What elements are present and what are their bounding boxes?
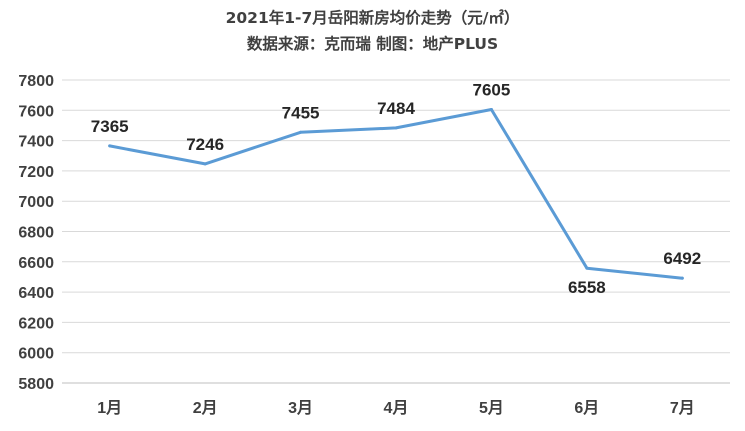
data-point [203,162,207,166]
data-point [680,276,684,280]
x-tick-label: 2月 [193,399,218,417]
data-point [585,266,589,270]
y-tick-label: 7600 [18,103,54,120]
data-label: 6492 [663,249,701,268]
y-tick-label: 7200 [18,164,54,181]
data-label: 7365 [91,117,129,136]
x-tick-label: 6月 [574,399,599,417]
x-tick-label: 5月 [479,399,504,417]
x-tick-label: 1月 [97,399,122,417]
data-label: 7246 [186,135,224,154]
data-label: 6558 [568,278,606,297]
x-tick-label: 3月 [288,399,313,417]
data-point [108,144,112,148]
data-point [299,130,303,134]
y-tick-label: 6800 [18,225,54,242]
y-tick-label: 6600 [18,255,54,272]
y-tick-label: 5800 [18,376,54,393]
chart-title: 2021年1-7月岳阳新房均价走势（元/㎡） [225,9,520,27]
y-tick-label: 6200 [18,315,54,332]
data-label: 7605 [473,81,511,100]
y-tick-label: 7800 [18,73,54,90]
y-tick-label: 7400 [18,134,54,151]
data-label: 7455 [282,103,320,122]
y-tick-label: 6400 [18,285,54,302]
y-tick-label: 6000 [18,346,54,363]
data-point [489,108,493,112]
chart-subtitle: 数据来源：克而瑞 制图：地产PLUS [246,35,499,53]
x-tick-label: 7月 [670,399,695,417]
data-point [394,126,398,130]
data-label: 7484 [377,99,415,118]
x-tick-label: 4月 [384,399,409,417]
y-tick-label: 7000 [18,194,54,211]
